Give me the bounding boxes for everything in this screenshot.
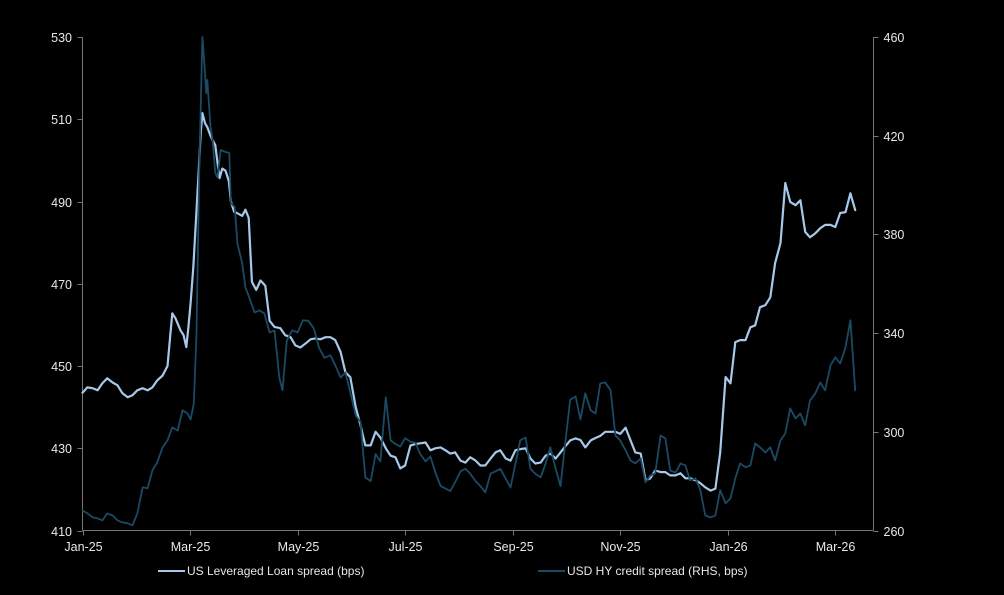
x-axis-tick-label: Sep-25 (493, 540, 533, 554)
legend-line-swatch-hy (538, 570, 565, 572)
legend-line-swatch-loan (158, 570, 185, 572)
x-axis-tick-label: Jan-26 (709, 540, 747, 554)
legend-label-hy: USD HY credit spread (RHS, bps) (567, 564, 748, 578)
y-left-tick-label: 450 (51, 360, 72, 374)
x-axis-tick-label: May-25 (278, 540, 320, 554)
legend: US Leveraged Loan spread (bps) USD HY cr… (0, 562, 1004, 582)
y-right-tick-label: 460 (884, 31, 905, 45)
y-left-tick-label: 470 (51, 278, 72, 292)
y-left-tick-label: 490 (51, 196, 72, 210)
legend-item-loan-spread: US Leveraged Loan spread (bps) (158, 562, 364, 580)
x-axis-tick-label: Jan-25 (64, 540, 102, 554)
series-line-hy-spread (81, 36, 857, 527)
x-axis-tick-label: Nov-25 (600, 540, 640, 554)
x-axis-tick-label: Mar-26 (816, 540, 856, 554)
y-right-tick-label: 420 (884, 130, 905, 144)
y-left-tick-label: 410 (51, 525, 72, 539)
x-axis-tick-label: Jul-25 (388, 540, 422, 554)
legend-item-hy-spread: USD HY credit spread (RHS, bps) (538, 562, 748, 580)
x-axis-tick-label: Mar-25 (171, 540, 211, 554)
y-left-tick-label: 510 (51, 113, 72, 127)
y-right-tick-label: 260 (884, 525, 905, 539)
y-right-tick-label: 300 (884, 426, 905, 440)
y-left-tick-label: 430 (51, 442, 72, 456)
y-right-tick-label: 380 (884, 228, 905, 242)
y-right-tick-label: 340 (884, 327, 905, 341)
y-left-tick-label: 530 (51, 31, 72, 45)
legend-label-loan: US Leveraged Loan spread (bps) (187, 564, 365, 578)
